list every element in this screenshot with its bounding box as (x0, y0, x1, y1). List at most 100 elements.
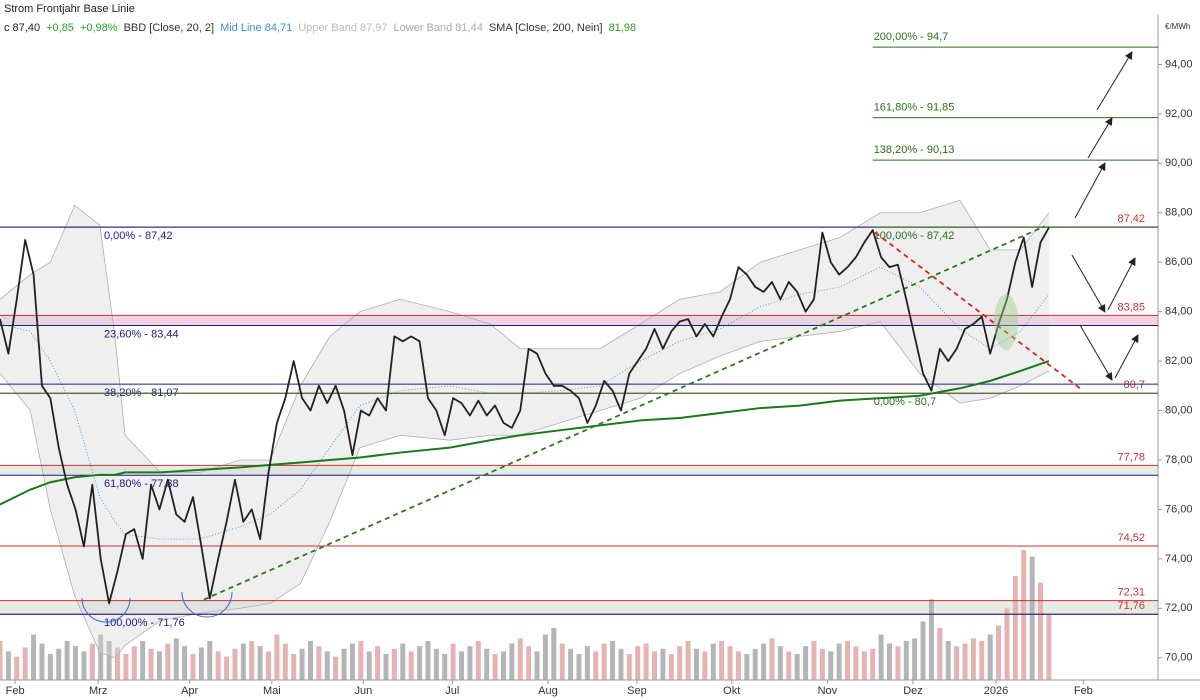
x-tick-label: Mrz (89, 685, 107, 697)
volume-bar (375, 646, 381, 680)
x-tick-label: Mai (263, 685, 281, 697)
volume-bar (819, 648, 825, 680)
header-legend: c 87,40 +0,85 +0,98% BBD [Close, 20, 2] Mid … (4, 22, 636, 34)
volume-bar (509, 643, 515, 680)
volume-bar (358, 641, 364, 680)
arrow (1079, 324, 1113, 381)
x-tick-label: Apr (181, 685, 198, 697)
volume-bar (349, 643, 355, 680)
volume-bar (475, 641, 481, 680)
x-tick-label: Okt (723, 685, 740, 697)
highlight (994, 294, 1018, 350)
volume-bar (534, 651, 540, 680)
volume-bar (39, 643, 45, 680)
y-tick-label: 90,00 (1165, 157, 1193, 169)
retracement-label: 23,60% - 83,44 (104, 328, 179, 340)
x-tick-label: 2026 (984, 685, 1008, 697)
legend-item: Lower Band 81,44 (394, 22, 483, 34)
arrow (1071, 254, 1106, 313)
zone (0, 315, 1158, 326)
volume-bar (660, 648, 666, 680)
volume-bar (282, 643, 288, 680)
volume-bar (500, 651, 506, 680)
volume-bar (811, 641, 817, 680)
volume-bar (106, 641, 112, 680)
volume-bar (903, 641, 909, 680)
volume-bar (853, 646, 859, 680)
volume-bar (559, 643, 565, 680)
volume-bar (173, 638, 179, 680)
volume-bar (526, 646, 532, 680)
volume-bar (542, 634, 548, 680)
volume-bar (73, 646, 79, 680)
volume-bar (1012, 576, 1018, 680)
volume-bar (794, 654, 800, 680)
volume-bar (693, 648, 699, 680)
volume-bar (31, 634, 37, 680)
volume-bar (979, 641, 985, 680)
price-line (0, 227, 1050, 605)
zone (0, 465, 1158, 476)
volume-bar (945, 641, 951, 680)
volume-bar (131, 646, 137, 680)
volume-bar (962, 643, 968, 680)
volume-bar (568, 648, 574, 680)
volume-bar (685, 641, 691, 680)
y-tick-label: 82,00 (1165, 355, 1193, 367)
upper-line (0, 199, 1050, 473)
mid-line (0, 266, 1050, 540)
volume-bar (333, 656, 339, 680)
volume-bar (886, 643, 892, 680)
volume-bar (240, 643, 246, 680)
volume-bar (652, 651, 658, 680)
volume-bar (618, 648, 624, 680)
volume-bar (735, 651, 741, 680)
y-tick-label: 92,00 (1165, 108, 1193, 120)
retracement-label: 61,80% - 77,38 (104, 478, 179, 490)
volume-bar (635, 646, 641, 680)
volume-bar (207, 641, 213, 680)
extension-label: 200,00% - 94,7 (874, 31, 949, 43)
arrow (1087, 117, 1113, 159)
volume-bar (987, 634, 993, 680)
volume-bar (5, 651, 11, 680)
volume-bar (417, 646, 423, 680)
y-tick-label: 94,00 (1165, 58, 1193, 70)
volume-bar (224, 656, 230, 680)
volume-bar (148, 648, 154, 680)
volume-bar (870, 648, 876, 680)
legend-item: +0,85 (46, 22, 74, 34)
volume-bar (0, 641, 3, 680)
volume-bar (861, 651, 867, 680)
volume-bar (677, 646, 683, 680)
volume-bar (761, 643, 767, 680)
volume-bar (14, 656, 20, 680)
x-tick-label: Sep (627, 685, 647, 697)
volume-bar (232, 648, 238, 680)
volume-bar (727, 646, 733, 680)
volume-bar (266, 651, 272, 680)
volume-bar (400, 643, 406, 680)
volume-bar (22, 647, 28, 680)
y-tick-label: 72,00 (1165, 602, 1193, 614)
legend-item: +0,98% (80, 22, 118, 34)
volume-bar (484, 648, 490, 680)
forecast-arrows (1071, 51, 1139, 381)
extension-label: 100,00% - 87,42 (874, 230, 955, 242)
volume-bar (601, 643, 607, 680)
y-tick-label: 84,00 (1165, 306, 1193, 318)
volume-bar (1029, 556, 1035, 680)
y-tick-label: 88,00 (1165, 207, 1193, 219)
volume-bar (123, 654, 129, 680)
volume-bar (56, 648, 62, 680)
volume-bar (996, 625, 1002, 680)
extension-label: 161,80% - 91,85 (874, 101, 955, 113)
volume-bar (64, 641, 70, 680)
volume-bar (316, 646, 322, 680)
legend-item: Upper Band 87,97 (298, 22, 387, 34)
volume-bar (836, 643, 842, 680)
extension-label: 138,20% - 90,13 (874, 144, 955, 156)
volume-bar (341, 648, 347, 680)
volume-bar (1021, 550, 1027, 680)
